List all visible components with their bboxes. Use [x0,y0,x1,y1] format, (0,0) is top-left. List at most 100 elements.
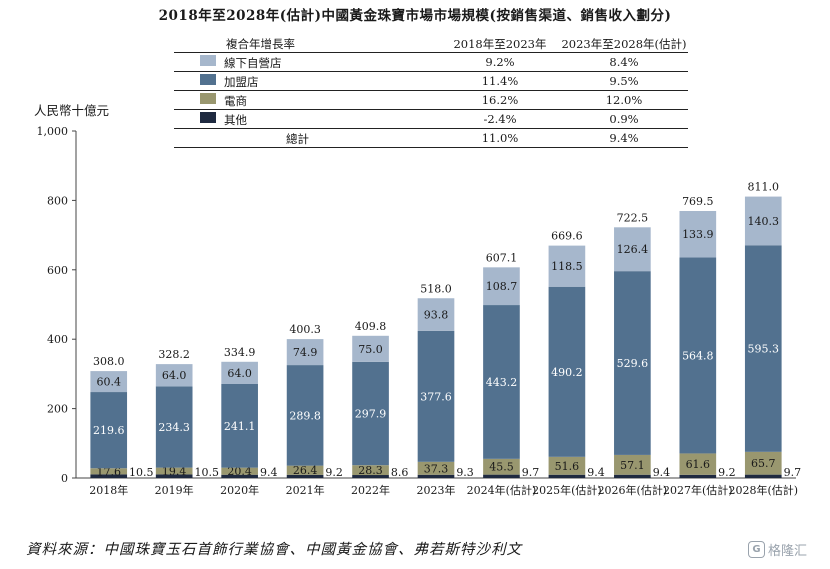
total-label: 607.1 [486,251,518,264]
data-label: 219.6 [93,424,125,437]
bar-segment [286,465,324,475]
x-tick-label: 2022年 [351,483,390,497]
bar-segment [352,465,389,476]
total-label: 769.5 [682,195,714,208]
bar-segment [614,271,651,455]
data-label: 9.3 [456,466,474,479]
bar-segment [548,456,586,475]
cagr-2023-2028: 8.4% [609,55,639,69]
bar-segment [483,458,520,475]
bar-segment [221,361,258,384]
bar-segment [417,330,455,462]
data-label: 65.7 [751,457,776,470]
data-label: 8.6 [391,466,409,479]
legend-name: 電商 [224,94,247,108]
data-label: 234.3 [158,421,190,434]
y-tick-label: 1,000 [37,125,69,138]
legend-row-others: 其他 -2.4% 0.9% [174,110,688,129]
watermark-text: 格隆汇 [768,544,808,559]
header-period-1: 2018年至2023年 [453,37,547,51]
bar-segment [548,474,586,478]
bar-segment [90,468,128,475]
data-label: 93.8 [424,309,449,322]
x-tick-label: 2024年(估計) [467,483,537,497]
bar-segment [614,227,651,272]
bar-segment [155,364,193,387]
data-label: 108.7 [486,280,518,293]
data-label: 61.6 [686,458,711,471]
cagr-2018-2023: 11.0% [481,131,519,145]
data-label: 60.4 [96,376,121,389]
data-label: 9.2 [718,466,736,479]
cagr-2023-2028: 9.5% [609,74,639,88]
data-label: 10.5 [129,466,154,479]
legend-swatch-ecommerce [200,93,216,104]
data-label: 140.3 [748,215,780,228]
bar-segment [155,467,193,475]
legend-swatch-franchise [200,74,216,85]
y-tick-label: 200 [47,403,68,416]
y-tick-label: 600 [47,264,68,277]
bar-segment [221,474,258,478]
total-label: 400.3 [289,323,321,336]
data-label: 118.5 [551,260,583,273]
x-tick-label: 2027年(估計) [663,483,733,497]
data-label: 74.9 [293,346,318,359]
data-label: 57.1 [620,459,645,472]
data-label: 289.8 [289,409,321,422]
cagr-2023-2028: 0.9% [609,112,639,126]
x-tick-label: 2026年(估計) [598,483,668,497]
bar-segment [221,467,258,475]
data-label: 9.2 [325,466,343,479]
legend-row-total: 總計 11.0% 9.4% [174,129,688,148]
chart-title: 2018年至2028年(估計)中國黃金珠寶市場市場規模(按銷售渠道、銷售收入劃分… [158,8,672,24]
legend-swatch-others [200,112,216,123]
bar-segment [744,245,782,452]
total-label: 334.9 [224,346,256,359]
cagr-2018-2023: -2.4% [483,112,517,126]
data-label: 443.2 [486,376,518,389]
data-label: 51.6 [555,460,580,473]
bar-segment [90,371,128,393]
legend-total-name: 總計 [286,132,309,146]
legend-name: 加盟店 [224,75,259,89]
cagr-2023-2028: 9.4% [609,131,639,145]
bar-segment [286,474,324,478]
data-label: 9.4 [587,466,605,479]
bar-segment [679,257,717,454]
bar-segment [155,386,193,468]
cagr-2018-2023: 16.2% [481,93,519,107]
bar-segment [679,474,717,478]
y-tick-label: 0 [61,472,68,485]
bar-segment [614,474,651,478]
watermark-logo-icon: G [748,541,765,558]
data-label: 377.6 [420,390,452,403]
cagr-2018-2023: 9.2% [485,55,515,69]
data-label: 10.5 [195,466,220,479]
total-label: 328.2 [158,348,190,361]
y-axis-unit-label: 人民幣十億元 [34,103,110,118]
bar-segment [417,474,455,478]
bar-segment [286,365,324,466]
bar-segment [483,267,520,306]
bar-segment [548,245,586,287]
legend-row-offline-store: 線下自營店 9.2% 8.4% [174,53,688,72]
x-tick-label: 2020年 [220,483,259,497]
total-label: 518.0 [420,282,452,295]
data-label: 64.0 [227,367,252,380]
data-label: 45.5 [489,461,514,474]
bar-segment [614,454,651,475]
data-label: 17.6 [96,465,121,478]
watermark: G 格隆汇 [748,540,807,559]
header-cagr-label: 複合年增長率 [226,37,295,51]
bar-segment [483,474,520,478]
header-period-2: 2023年至2028年(估計) [561,37,687,51]
bar-segment [352,475,389,478]
data-label: 20.4 [227,465,252,478]
x-tick-label: 2025年(估計) [532,483,602,497]
source-note: 資料來源：中國珠寶玉石首飾行業協會、中國黃金協會、弗若斯特沙利文 [26,542,522,558]
data-label: 529.6 [617,357,649,370]
bar-segment [744,196,782,246]
legend-name: 線下自營店 [224,56,282,70]
bar-segment [744,474,782,478]
